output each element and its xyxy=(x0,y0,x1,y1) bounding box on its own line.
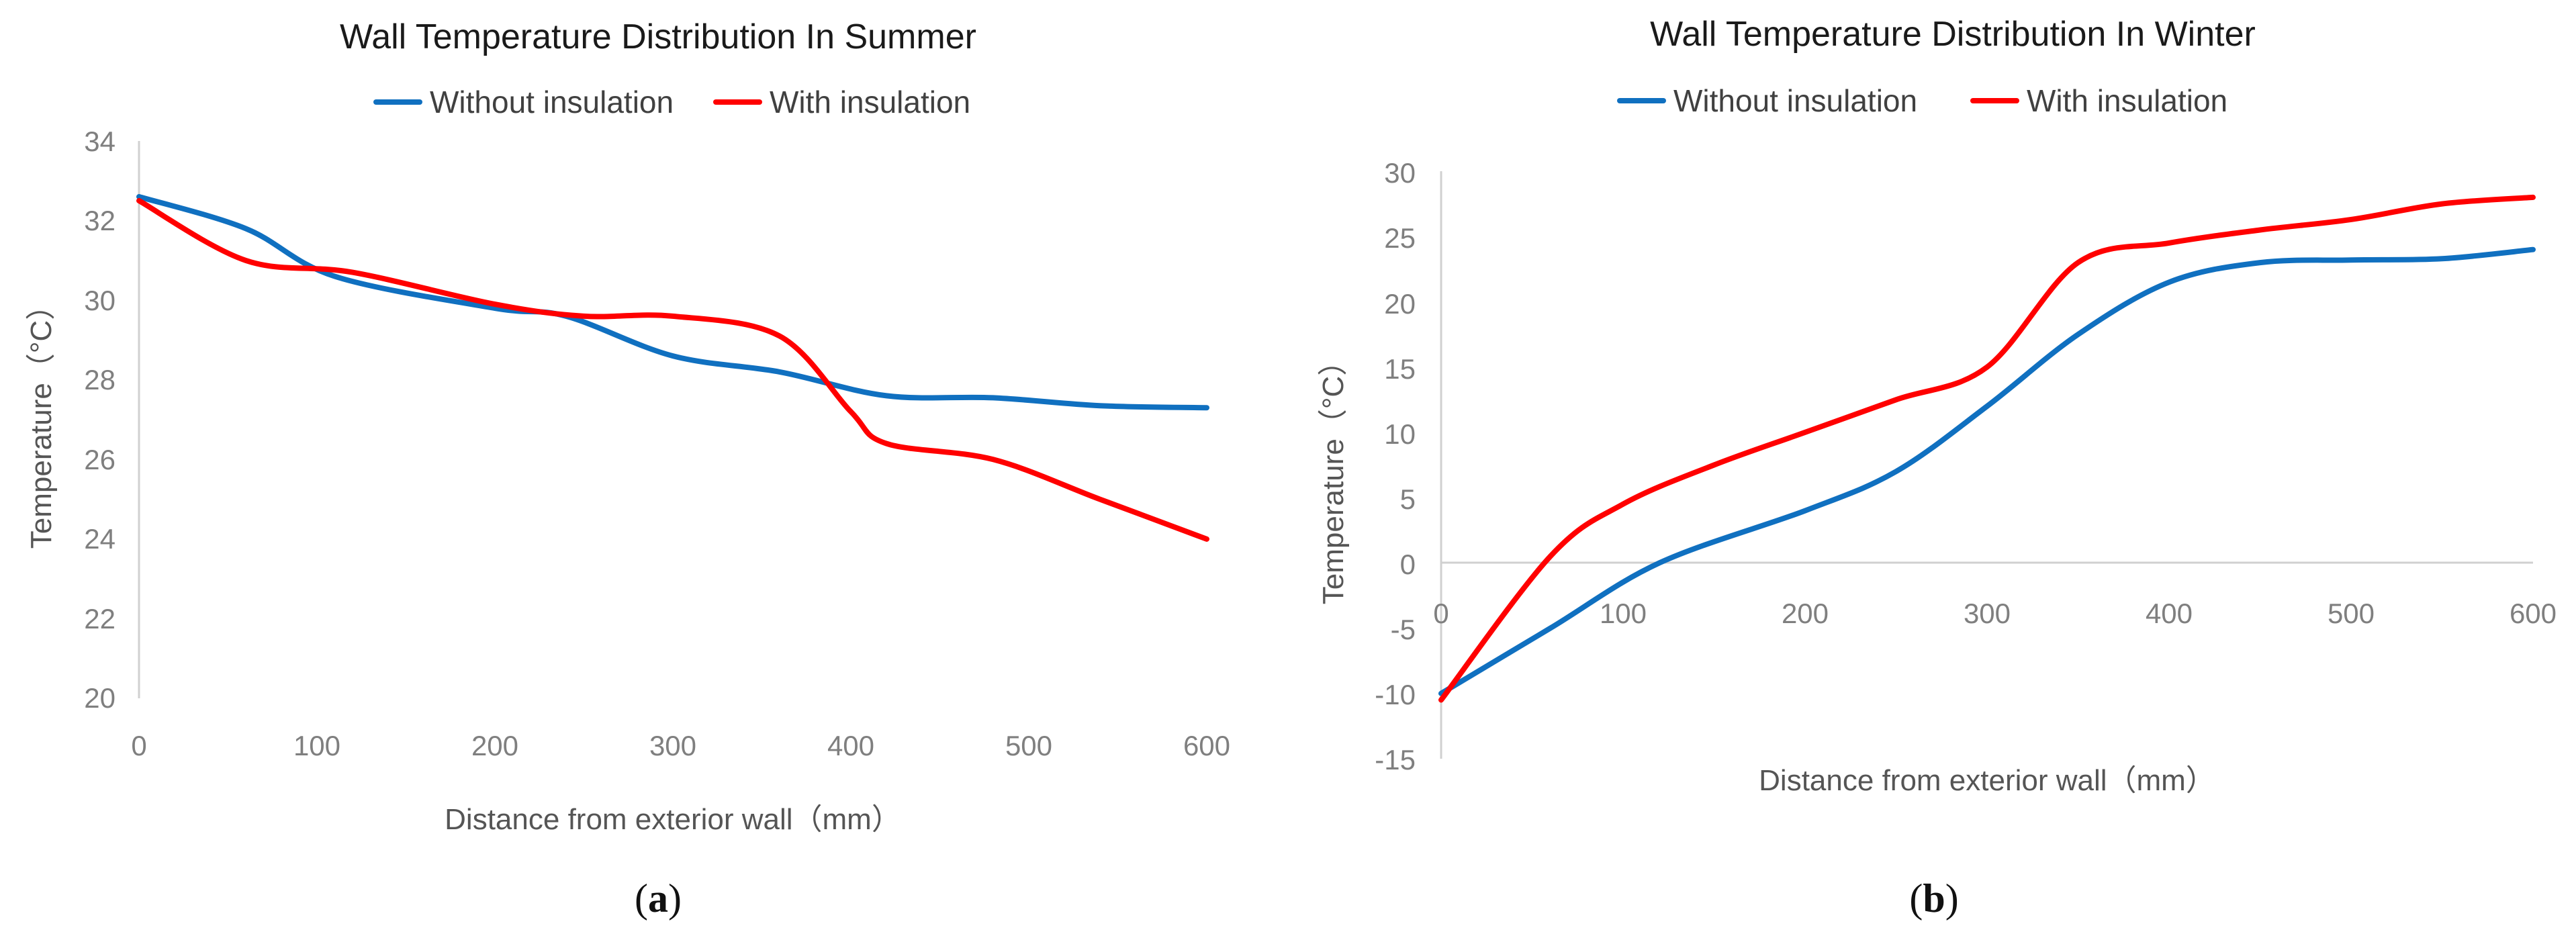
y-tick-label: 10 xyxy=(1384,418,1416,450)
y-tick-label: 25 xyxy=(1384,222,1416,254)
panel-letter: b xyxy=(1923,876,1945,921)
y-tick-label: -5 xyxy=(1391,614,1416,645)
x-tick-label: 400 xyxy=(2146,598,2193,629)
panel-letter: a xyxy=(648,876,668,921)
legend: Without insulation With insulation xyxy=(1617,83,2227,118)
legend-label-with-insulation: With insulation xyxy=(2027,83,2227,118)
x-ticks: 0 100 200 300 400 500 600 xyxy=(131,730,1230,761)
series-line-without-insulation xyxy=(1438,246,2536,696)
y-tick-label: 5 xyxy=(1400,483,1416,515)
y-tick-label: 24 xyxy=(84,523,116,555)
x-tick-label: 100 xyxy=(293,730,340,761)
legend: Without insulation With insulation xyxy=(373,85,970,120)
x-tick-label: 400 xyxy=(827,730,874,761)
y-tick-label: 26 xyxy=(84,444,116,475)
x-tick-label: 200 xyxy=(471,730,518,761)
x-tick-label: 600 xyxy=(1183,730,1230,761)
series-line-with-insulation xyxy=(1438,194,2536,703)
panel-label: (a) xyxy=(635,876,682,921)
y-tick-label: 34 xyxy=(84,126,116,157)
x-tick-label: 500 xyxy=(1005,730,1052,761)
y-tick-label: -15 xyxy=(1375,744,1416,776)
x-tick-label: 600 xyxy=(2510,598,2557,629)
panel-label: (b) xyxy=(1909,876,1958,921)
legend-label-with-insulation: With insulation xyxy=(770,85,970,120)
x-axis-label: Distance from exterior wall（mm） xyxy=(1759,764,2215,797)
series-line-with-insulation xyxy=(136,197,1209,542)
x-tick-label: 300 xyxy=(649,730,696,761)
series-line-without-insulation xyxy=(136,194,1209,411)
y-ticks: 34 32 30 28 26 24 22 20 xyxy=(84,126,116,714)
chart-title: Wall Temperature Distribution In Winter xyxy=(1650,15,2256,54)
x-tick-label: 300 xyxy=(1964,598,2011,629)
y-tick-label: 32 xyxy=(84,205,116,236)
y-tick-label: 30 xyxy=(84,285,116,316)
x-ticks: 0 100 200 300 400 500 600 xyxy=(1433,598,2557,629)
y-tick-label: 20 xyxy=(1384,288,1416,320)
y-tick-label: 28 xyxy=(84,364,116,395)
y-tick-label: 20 xyxy=(84,682,116,714)
y-tick-label: 30 xyxy=(1384,157,1416,189)
y-axis-label: Temperature（°C） xyxy=(25,291,58,549)
y-tick-label: -10 xyxy=(1375,679,1416,710)
x-tick-label: 500 xyxy=(2328,598,2375,629)
legend-label-without-insulation: Without insulation xyxy=(430,85,674,120)
x-tick-label: 100 xyxy=(1600,598,1647,629)
y-ticks: 30 25 20 15 10 5 0 -5 -10 -15 xyxy=(1375,157,1416,776)
x-tick-label: 200 xyxy=(1782,598,1829,629)
chart-summer: Wall Temperature Distribution In Summer … xyxy=(25,17,1230,921)
legend-label-without-insulation: Without insulation xyxy=(1673,83,1917,118)
x-tick-label: 0 xyxy=(131,730,146,761)
x-tick-label: 0 xyxy=(1433,598,1448,629)
y-tick-label: 15 xyxy=(1384,353,1416,385)
chart-title: Wall Temperature Distribution In Summer xyxy=(340,17,976,56)
y-tick-label: 22 xyxy=(84,603,116,635)
x-axis-label: Distance from exterior wall（mm） xyxy=(445,803,901,836)
chart-winter: Wall Temperature Distribution In Winter … xyxy=(1317,15,2557,921)
y-tick-label: 0 xyxy=(1400,549,1416,580)
y-axis-label: Temperature（°C） xyxy=(1317,346,1350,604)
